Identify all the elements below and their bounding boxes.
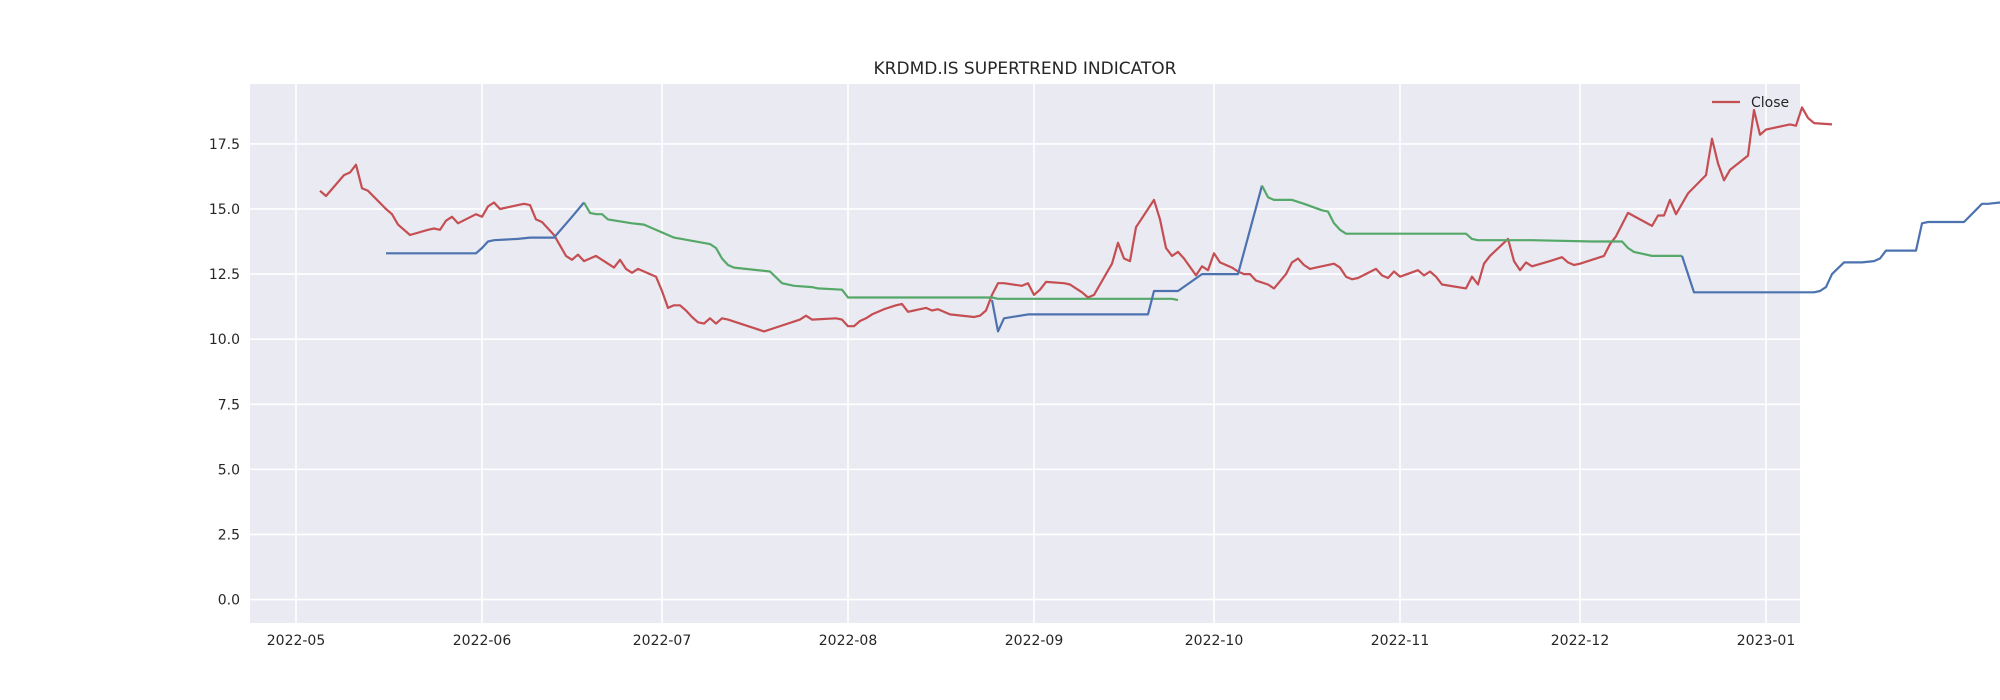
- x-tick-label: 2022-11: [1371, 633, 1430, 649]
- supertrend-segment-1: [386, 201, 585, 255]
- plot-area: [250, 84, 1800, 623]
- supertrend-segment-4: [1261, 185, 1682, 257]
- y-tick-label: 10.0: [209, 332, 240, 348]
- x-tick-label: 2022-10: [1185, 633, 1244, 649]
- y-tick-label: 2.5: [218, 527, 240, 543]
- y-tick-label: 17.5: [209, 137, 240, 153]
- supertrend-segment-5: [1680, 201, 2000, 294]
- supertrend-segment-3: [990, 185, 1264, 333]
- x-tick-label: 2022-07: [633, 633, 692, 649]
- series-line-close: [319, 106, 1833, 333]
- x-tick-label: 2022-09: [1005, 633, 1064, 649]
- x-tick-label: 2023-01: [1737, 633, 1796, 649]
- legend-label-close: Close: [1751, 95, 1789, 111]
- x-tick-label: 2022-05: [267, 633, 326, 649]
- y-tick-label: 0.0: [218, 593, 240, 609]
- y-tick-label: 7.5: [218, 397, 240, 413]
- x-tick-label: 2022-08: [819, 633, 878, 649]
- y-axis-ticks: 0.0 2.5 5.0 7.5 10.0 12.5 15.0 17.5: [209, 137, 240, 609]
- chart-title: KRDMD.IS SUPERTREND INDICATOR: [874, 59, 1177, 79]
- grid-lines: [250, 84, 1800, 623]
- x-axis-ticks: 2022-05 2022-06 2022-07 2022-08 2022-09 2022-…: [267, 633, 1796, 649]
- y-tick-label: 12.5: [209, 267, 240, 283]
- series-layer: [319, 106, 2000, 333]
- y-tick-label: 15.0: [209, 202, 240, 218]
- y-tick-label: 5.0: [218, 462, 240, 478]
- x-tick-label: 2022-12: [1551, 633, 1610, 649]
- legend: Close: [1712, 95, 1789, 111]
- x-tick-label: 2022-06: [453, 633, 512, 649]
- supertrend-segment-2: [583, 201, 1179, 302]
